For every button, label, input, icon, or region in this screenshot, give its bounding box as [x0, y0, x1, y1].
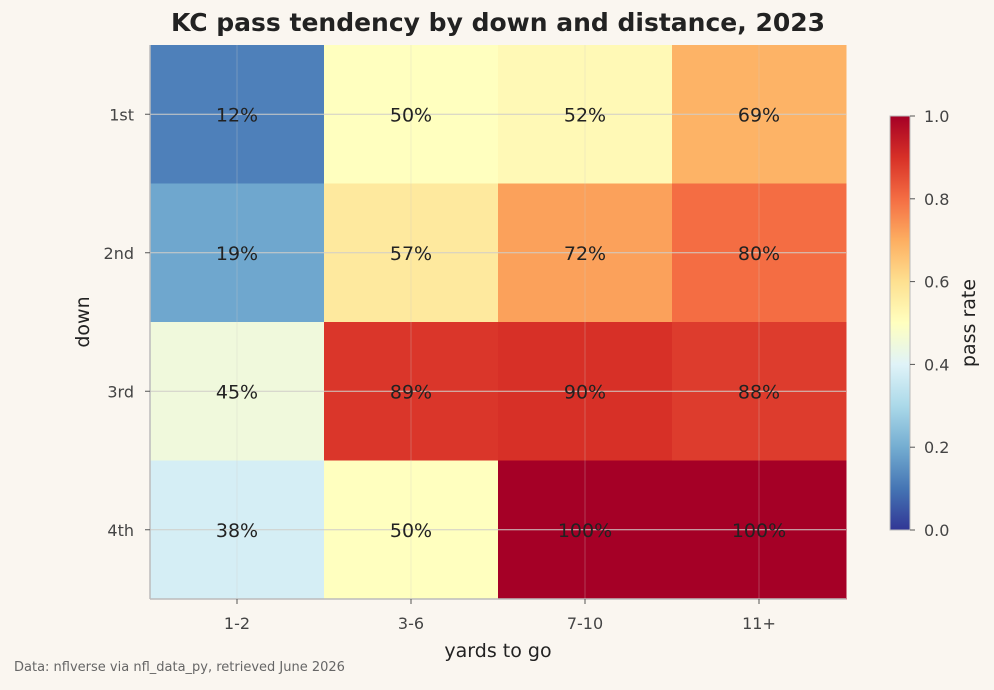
- colorbar-gradient: [889, 115, 911, 531]
- cell-value-label: 50%: [390, 520, 432, 542]
- colorbar-tick-label: 0.2: [924, 438, 949, 457]
- axes-layer: 1st 2nd 3rd 4th 1-2 3-6 7-10 11+ yards to go down: [72, 45, 846, 662]
- cell-value-label: 52%: [564, 104, 606, 126]
- chart-title: KC pass tendency by down and distance, 2…: [170, 8, 826, 37]
- x-axis-label: yards to go: [444, 640, 551, 662]
- cell-value-label: 80%: [738, 243, 780, 265]
- y-tick-label: 3rd: [107, 382, 134, 401]
- cells-layer: [150, 45, 847, 600]
- colorbar: 0.0 0.2 0.4 0.6 0.8 1.0 pass rate: [889, 107, 980, 540]
- x-tick-label: 3-6: [398, 614, 424, 633]
- cell-value-label: 38%: [216, 520, 258, 542]
- colorbar-tick-label: 1.0: [924, 107, 949, 126]
- cell-value-label: 12%: [216, 104, 258, 126]
- cell-value-label: 89%: [390, 381, 432, 403]
- colorbar-tick-label: 0.8: [924, 190, 949, 209]
- colorbar-label: pass rate: [958, 279, 980, 367]
- y-tick-label: 4th: [107, 521, 134, 540]
- colorbar-tick-label: 0.6: [924, 273, 949, 292]
- x-tick-label: 1-2: [224, 614, 250, 633]
- x-tick-label: 11+: [742, 614, 776, 633]
- cell-value-label: 88%: [738, 381, 780, 403]
- grid-layer: [150, 45, 846, 599]
- cell-labels-layer: 12% 50% 52% 69% 19% 57% 72% 80% 45% 89% 90% 88% 38% 5…: [216, 104, 786, 542]
- cell-value-label: 57%: [390, 243, 432, 265]
- cell-value-label: 50%: [390, 104, 432, 126]
- cell-value-label: 19%: [216, 243, 258, 265]
- y-axis-label: down: [72, 296, 94, 347]
- colorbar-tick-label: 0.0: [924, 521, 949, 540]
- colorbar-tick-label: 0.4: [924, 355, 949, 374]
- cell-value-label: 100%: [558, 520, 612, 542]
- source-note: Data: nflverse via nfl_data_py, retrieve…: [14, 660, 345, 675]
- cell-value-label: 69%: [738, 104, 780, 126]
- cell-value-label: 100%: [732, 520, 786, 542]
- x-tick-label: 7-10: [567, 614, 603, 633]
- cell-value-label: 72%: [564, 243, 606, 265]
- cell-value-label: 45%: [216, 381, 258, 403]
- y-tick-label: 2nd: [104, 244, 134, 263]
- y-tick-label: 1st: [109, 105, 134, 124]
- cell-value-label: 90%: [564, 381, 606, 403]
